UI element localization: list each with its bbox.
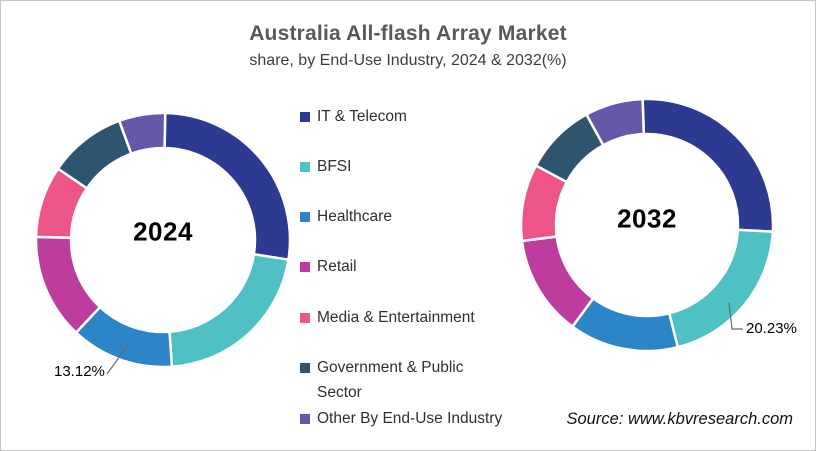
legend-item-label: IT & Telecom — [317, 108, 407, 125]
legend-swatch-icon — [300, 363, 310, 373]
donut-2024-segment-retail — [34, 235, 102, 334]
donut-2024-segment-bfsi — [168, 253, 290, 368]
legend-swatch-icon — [300, 112, 310, 122]
legend-item-media-entertainment: Media & Entertainment — [300, 305, 475, 330]
legend-item-bfsi: BFSI — [300, 154, 351, 179]
legend-swatch-icon — [300, 313, 310, 323]
legend-swatch-icon — [300, 262, 310, 272]
legend-item-label: BFSI — [317, 158, 352, 175]
callout-2024-leader-line — [106, 344, 129, 375]
legend-item-label: Media & Entertainment — [317, 309, 475, 326]
donut-2032-year-label: 2032 — [617, 203, 677, 234]
donut-2024-segment-other-by-end-use-industry — [117, 111, 167, 155]
legend-item-retail: Retail — [300, 254, 357, 279]
callout-2032-bfsi-value: 20.23% — [746, 320, 797, 337]
legend-item-government-public-sector: Government & Public Sector — [300, 355, 510, 405]
donut-2032-segment-retail — [520, 235, 595, 328]
legend-item-other-by-end-use-industry: Other By End-Use Industry — [300, 406, 502, 431]
callout-2024-healthcare-value: 13.12% — [54, 363, 105, 380]
legend-swatch-icon — [300, 414, 310, 424]
source-attribution: Source: www.kbvresearch.com — [566, 410, 794, 428]
legend-swatch-icon — [300, 162, 310, 172]
donut-chart-2032 — [519, 97, 775, 353]
callout-2032-leader-line — [728, 302, 743, 330]
donut-chart-2024 — [34, 111, 292, 369]
donut-2024-year-label: 2024 — [133, 216, 193, 247]
legend-item-label: Retail — [317, 258, 357, 275]
chart-title: Australia All-flash Array Market — [249, 22, 567, 45]
legend-item-label: Healthcare — [317, 208, 392, 225]
legend-item-healthcare: Healthcare — [300, 204, 392, 229]
legend-item-label: Government & Public Sector — [317, 359, 464, 401]
legend-item-label: Other By End-Use Industry — [317, 410, 503, 427]
donut-2032-segment-other-by-end-use-industry — [585, 97, 646, 147]
legend-item-it-telecom: IT & Telecom — [300, 104, 407, 129]
legend-swatch-icon — [300, 212, 310, 222]
chart-subtitle: share, by End-Use Industry, 2024 & 2032(… — [249, 52, 567, 69]
